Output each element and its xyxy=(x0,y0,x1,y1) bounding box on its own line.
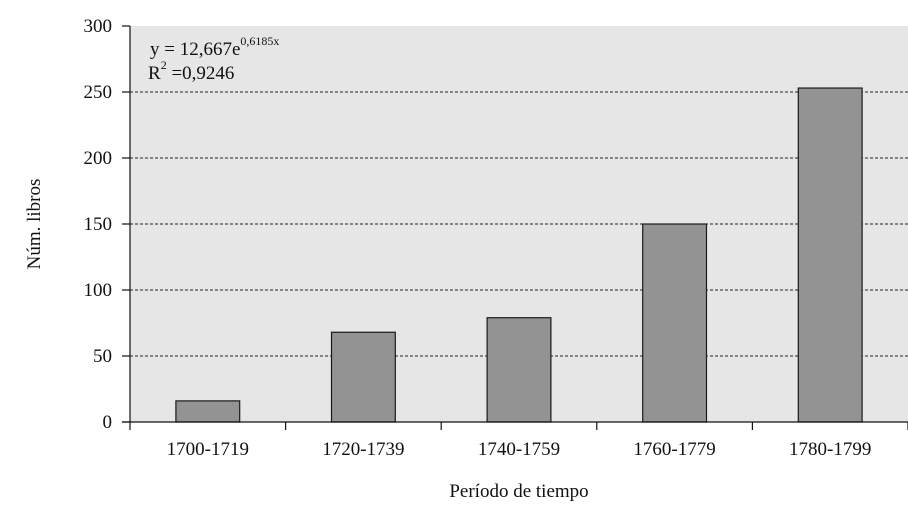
y-tick-label: 50 xyxy=(93,346,112,367)
r2-value: =0,9246 xyxy=(167,63,235,84)
x-tick-label: 1720-1739 xyxy=(322,439,404,460)
y-tick-label: 300 xyxy=(84,16,113,37)
y-tick-label: 100 xyxy=(84,280,113,301)
y-axis-title: Núm. libros xyxy=(24,179,45,270)
bar-1760-1779 xyxy=(642,223,708,423)
y-ticks: 0 50 100 150 200 250 300 xyxy=(84,16,130,433)
r2-superscript: 2 xyxy=(161,58,167,72)
equation-main: y = 12,667e xyxy=(150,39,240,60)
r2-label: R xyxy=(148,63,161,84)
y-tick-label: 200 xyxy=(84,148,113,169)
y-tick-label: 150 xyxy=(84,214,113,235)
y-tick-label: 0 xyxy=(103,412,113,433)
y-tick-label: 250 xyxy=(84,82,113,103)
bar-1700-1719 xyxy=(175,400,241,423)
x-tick-label: 1740-1759 xyxy=(478,439,560,460)
trendline-equation: y = 12,667e0,6185x xyxy=(150,34,279,60)
x-tick-label: 1760-1779 xyxy=(633,439,715,460)
x-ticks: 1700-1719 1720-1739 1740-1759 1760-1779 1780… xyxy=(167,422,908,460)
bar-1740-1759 xyxy=(486,317,552,423)
bars xyxy=(175,87,863,423)
x-axis-title: Período de tiempo xyxy=(449,481,588,502)
x-tick-label: 1700-1719 xyxy=(167,439,249,460)
trendline-r-squared: R2 =0,9246 xyxy=(148,58,234,84)
equation-exponent: 0,6185x xyxy=(240,34,279,48)
bar-1720-1739 xyxy=(330,331,396,423)
bar-1780-1799 xyxy=(797,87,863,423)
x-tick-label: 1780-1799 xyxy=(789,439,871,460)
